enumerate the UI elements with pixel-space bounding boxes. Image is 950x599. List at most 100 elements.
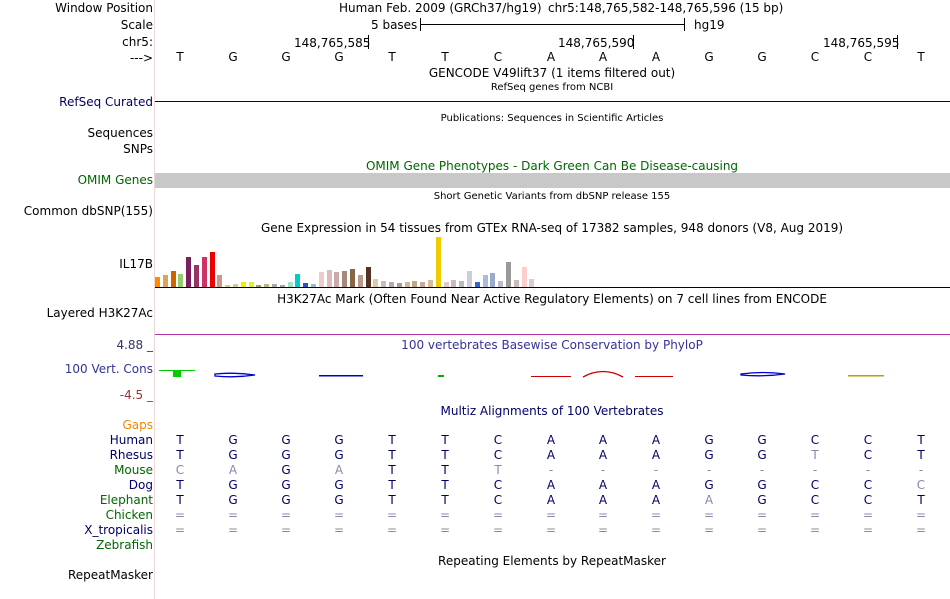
gtex-tissue-bar[interactable] — [155, 277, 160, 287]
gtex-tissue-bar[interactable] — [186, 257, 192, 287]
gtex-tissue-bar[interactable] — [412, 281, 418, 287]
gtex-tissue-bar[interactable] — [334, 272, 340, 287]
refseq-track-label[interactable]: RefSeq Curated — [59, 95, 153, 109]
species-label[interactable]: Human — [109, 433, 153, 447]
gtex-track-title[interactable]: Gene Expression in 54 tissues from GTEx … — [260, 221, 844, 235]
gtex-tissue-bar[interactable] — [342, 271, 348, 287]
gtex-tissue-bar[interactable] — [373, 279, 379, 287]
repeatmasker-track-label[interactable]: RepeatMasker — [67, 568, 153, 582]
gaps-label[interactable]: Gaps — [122, 418, 153, 432]
reference-base: C — [493, 50, 503, 64]
gtex-tissue-bar[interactable] — [194, 265, 199, 287]
gtex-tissue-bar[interactable] — [357, 275, 363, 287]
aligned-base: = — [650, 508, 662, 522]
gtex-tissue-bar[interactable] — [240, 282, 246, 287]
gtex-tissue-bar[interactable] — [311, 284, 316, 287]
aligned-base: A — [228, 463, 238, 477]
species-label[interactable]: Zebrafish — [96, 538, 153, 552]
omim-track-label[interactable]: OMIM Genes — [77, 173, 153, 187]
multiz-track-title[interactable]: Multiz Alignments of 100 Vertebrates — [440, 404, 664, 418]
gtex-tissue-bar[interactable] — [272, 284, 277, 287]
aligned-base: - — [865, 463, 871, 477]
species-label[interactable]: Chicken — [105, 508, 153, 522]
gtex-tissue-bar[interactable] — [170, 271, 176, 287]
gtex-tissue-bar[interactable] — [381, 281, 387, 287]
gtex-tissue-bar[interactable] — [467, 271, 472, 287]
gtex-tissue-bar[interactable] — [248, 282, 254, 287]
coord-label-3: 148,765,595 — [823, 36, 900, 50]
gtex-tissue-bar[interactable] — [498, 281, 504, 287]
repeatmasker-track-title[interactable]: Repeating Elements by RepeatMasker — [438, 554, 666, 568]
aligned-base: T — [917, 448, 925, 462]
aligned-base: A — [598, 433, 608, 447]
species-label[interactable]: Rhesus — [109, 448, 153, 462]
conservation-wiggle[interactable] — [155, 362, 950, 384]
reference-base: G — [334, 50, 344, 64]
gtex-tissue-bar[interactable] — [318, 272, 324, 287]
gtex-bar-chart[interactable] — [155, 236, 950, 287]
gtex-tissue-bar[interactable] — [420, 282, 426, 287]
gtex-tissue-bar[interactable] — [365, 267, 371, 287]
gencode-track-title[interactable]: GENCODE V49lift37 (1 items filtered out) — [428, 66, 676, 80]
h3k27ac-track-title[interactable]: H3K27Ac Mark (Often Found Near Active Re… — [277, 292, 827, 306]
gtex-tissue-bar[interactable] — [233, 284, 238, 287]
omim-track-bar[interactable] — [155, 173, 950, 188]
gtex-tissue-bar[interactable] — [264, 284, 270, 287]
reference-base: A — [651, 50, 661, 64]
species-label[interactable]: X_tropicalis — [84, 523, 153, 537]
gtex-tissue-bar[interactable] — [404, 282, 410, 287]
gtex-gene-label[interactable]: IL17B — [119, 257, 153, 271]
gtex-tissue-bar[interactable] — [201, 257, 207, 287]
gtex-tissue-bar[interactable] — [209, 252, 215, 287]
sequences-track-label[interactable]: Sequences — [87, 126, 153, 140]
gtex-tissue-bar[interactable] — [256, 285, 262, 287]
gtex-tissue-bar[interactable] — [451, 280, 457, 287]
gtex-tissue-bar[interactable] — [428, 280, 433, 287]
aligned-base: A — [651, 433, 661, 447]
gtex-tissue-bar[interactable] — [529, 279, 535, 287]
gtex-tissue-bar[interactable] — [459, 281, 465, 287]
gtex-tissue-bar[interactable] — [279, 285, 285, 287]
gtex-tissue-bar[interactable] — [350, 269, 355, 287]
aligned-base: = — [492, 508, 504, 522]
gtex-tissue-bar[interactable] — [490, 273, 496, 287]
gtex-tissue-bar[interactable] — [513, 280, 519, 287]
omim-track-title[interactable]: OMIM Gene Phenotypes - Dark Green Can Be… — [365, 159, 739, 173]
gtex-tissue-bar[interactable] — [389, 282, 394, 287]
snps-track-label[interactable]: SNPs — [123, 142, 153, 156]
conservation-track-label[interactable]: 100 Vert. Cons — [64, 362, 153, 376]
refseq-track-subtitle: RefSeq genes from NCBI — [490, 82, 614, 93]
gtex-tissue-bar[interactable] — [506, 262, 511, 287]
gtex-tissue-bar[interactable] — [443, 282, 449, 287]
h3k27ac-track-label[interactable]: Layered H3K27Ac — [46, 306, 153, 320]
gtex-tissue-bar[interactable] — [435, 237, 441, 287]
conservation-track-title[interactable]: 100 vertebrates Basewise Conservation by… — [401, 338, 703, 352]
species-label[interactable]: Elephant — [99, 493, 153, 507]
gtex-tissue-bar[interactable] — [217, 275, 223, 287]
aligned-base: A — [598, 478, 608, 492]
gtex-tissue-bar[interactable] — [521, 267, 527, 287]
dbsnp-track-label[interactable]: Common dbSNP(155) — [23, 204, 153, 218]
gtex-tissue-bar[interactable] — [396, 283, 402, 287]
gtex-tissue-bar[interactable] — [225, 285, 231, 287]
aligned-base: G — [228, 493, 238, 507]
gtex-tissue-bar[interactable] — [178, 274, 184, 287]
gtex-tissue-bar[interactable] — [295, 274, 301, 287]
publications-track-title[interactable]: Publications: Sequences in Scientific Ar… — [440, 113, 664, 124]
species-label[interactable]: Mouse — [114, 463, 153, 477]
aligned-base: T — [494, 463, 502, 477]
aligned-base: = — [386, 508, 398, 522]
gtex-tissue-bar[interactable] — [326, 270, 332, 287]
gtex-tissue-bar[interactable] — [162, 275, 168, 287]
chrom-label: chr5: — [122, 35, 153, 49]
gtex-tissue-bar[interactable] — [303, 283, 309, 287]
aligned-base: A — [651, 478, 661, 492]
gtex-tissue-bar[interactable] — [474, 282, 480, 287]
gtex-tissue-bar[interactable] — [287, 282, 293, 287]
gtex-tissue-bar[interactable] — [482, 275, 488, 287]
species-label[interactable]: Dog — [128, 478, 153, 492]
dbsnp-track-title[interactable]: Short Genetic Variants from dbSNP releas… — [433, 191, 671, 202]
aligned-base: = — [703, 523, 715, 537]
aligned-base: G — [281, 433, 291, 447]
